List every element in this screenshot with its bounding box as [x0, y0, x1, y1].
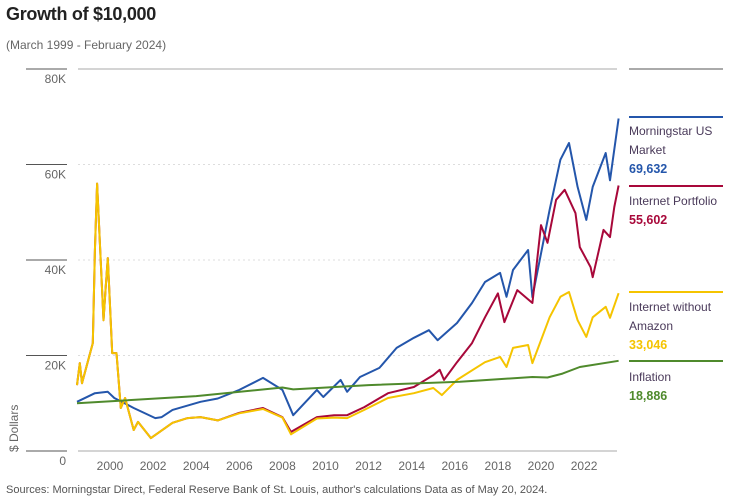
y-tick-label: 20K	[45, 359, 66, 373]
legend-item-inflation: Inflation 18,886	[629, 368, 729, 406]
x-tick-label: 2022	[571, 459, 598, 473]
legend-label: Morningstar US Market	[629, 124, 713, 157]
series-line-inflation	[76, 359, 619, 405]
x-tick-label: 2012	[355, 459, 382, 473]
series-line-internet-portfolio	[76, 182, 620, 440]
x-tick-label: 2002	[140, 459, 167, 473]
legend-item-internet-without-amazon: Internet without Amazon 33,046	[629, 298, 729, 355]
x-tick-label: 2018	[485, 459, 512, 473]
legend-label: Inflation	[629, 370, 672, 384]
legend-value: 18,886	[629, 389, 668, 403]
y-tick-label: 60K	[45, 168, 66, 182]
x-tick-label: 2020	[528, 459, 555, 473]
x-tick-label: 2008	[269, 459, 296, 473]
x-tick-label: 2016	[441, 459, 468, 473]
y-tick-label: 40K	[45, 263, 66, 277]
source-note: Sources: Morningstar Direct, Federal Res…	[6, 484, 548, 496]
legend-label: Internet without Amazon	[629, 300, 712, 333]
chart-title: Growth of $10,000	[6, 4, 156, 24]
x-tick-label: 2004	[183, 459, 210, 473]
legend-item-morningstar-us-market: Morningstar US Market 69,632	[629, 122, 729, 179]
chart-subtitle: (March 1999 - February 2024)	[6, 38, 167, 52]
x-tick-label: 2000	[97, 459, 124, 473]
series-line-internet-without-amazon	[76, 182, 620, 440]
y-tick-label: 80K	[45, 72, 66, 86]
legend-label: Internet Portfolio	[629, 194, 718, 208]
legend-value: 55,602	[629, 213, 668, 227]
legend-value: 69,632	[629, 162, 668, 176]
series-line-morningstar-us-market	[76, 118, 620, 420]
x-tick-label: 2014	[398, 459, 425, 473]
legend-item-internet-portfolio: Internet Portfolio 55,602	[629, 192, 729, 230]
legend-value: 33,046	[629, 338, 668, 352]
x-tick-label: 2006	[226, 459, 253, 473]
x-tick-label: 2010	[312, 459, 339, 473]
y-tick-label: 0	[59, 454, 66, 468]
y-axis-label: $ Dollars	[7, 405, 21, 452]
